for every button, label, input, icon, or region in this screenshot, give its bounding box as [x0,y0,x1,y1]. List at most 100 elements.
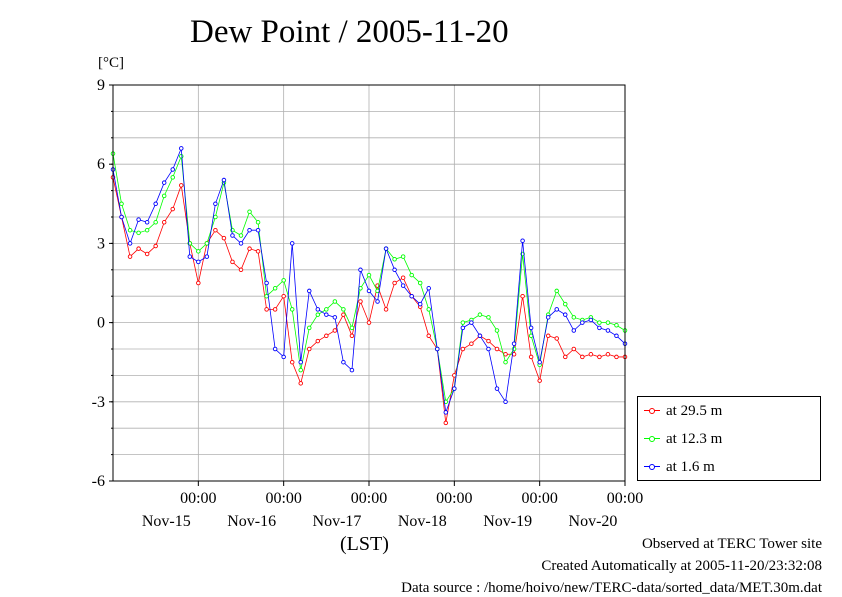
data-point [179,183,184,188]
data-point [332,328,338,333]
data-point [196,259,201,265]
data-point [196,280,201,286]
data-point [588,317,594,323]
data-point [264,280,269,286]
data-point [161,220,167,225]
data-point [341,307,346,312]
data-point [230,233,235,238]
data-point [315,307,321,312]
data-point [511,341,517,346]
data-point [494,386,500,391]
x-tick-date: Nov-19 [483,513,532,530]
data-point [341,312,346,317]
data-point [545,333,551,339]
y-tick-label: 3 [97,235,105,252]
data-point [238,241,244,246]
x-tick-time: 00:00 [265,490,301,507]
data-point [324,307,329,312]
data-point [469,341,474,346]
data-point [136,217,141,222]
data-point [221,177,227,183]
data-point [136,246,141,251]
data-point [383,246,389,251]
grid [113,84,626,482]
data-point [272,307,278,312]
legend-label: at 12.3 m [666,430,723,447]
data-point [503,359,508,365]
data-point [298,359,303,365]
data-point [571,315,577,320]
data-point [255,227,261,233]
data-point [503,352,508,357]
data-point [170,175,175,180]
data-point [605,320,611,325]
data-point [349,325,355,331]
data-point [281,354,286,360]
data-point [392,280,397,286]
x-axis-label: (LST) [340,533,389,555]
data-point [289,241,295,246]
legend-swatch-green [644,434,660,444]
data-point [144,220,150,225]
data-point [264,307,269,312]
data-point [196,249,201,254]
data-point [443,410,449,415]
data-point [614,322,619,328]
data-point [469,320,474,325]
data-point [520,238,525,244]
y-axis: 9 6 3 0 -3 -6 [92,77,113,490]
data-point [477,312,483,317]
y-tick-label: 0 [97,315,105,332]
data-point [179,154,184,159]
y-tick-label: -3 [92,394,105,411]
data-point [554,336,559,341]
x-axis: 00:00 Nov-15 00:00 Nov-16 00:00 Nov-17 00:00 No… [142,481,643,530]
x-tick-date: Nov-20 [569,513,618,530]
data-point [597,354,602,360]
data-point [605,352,611,357]
data-point [247,227,252,233]
data-point [281,293,286,299]
data-point [307,325,312,331]
data-point [358,267,363,273]
data-point [366,288,372,294]
chart-title: Dew Point / 2005-11-20 [190,14,509,50]
y-tick-label: 6 [97,156,105,173]
data-point [563,301,568,307]
data-point [341,359,346,365]
data-point [597,320,602,325]
data-point [127,254,133,259]
legend-item-12-3m: at 12.3 m [644,429,722,449]
data-point [614,354,619,360]
data-point [520,293,525,299]
data-point [179,146,184,151]
data-point [187,254,193,259]
data-point [417,280,423,286]
data-point [588,352,594,357]
data-point [392,256,397,262]
data-point [597,325,602,331]
data-point [554,288,559,294]
data-point [153,220,158,225]
x-tick-time: 00:00 [180,490,216,507]
data-point [426,286,431,291]
y-tick-label: 9 [97,77,105,94]
data-point [426,307,431,312]
x-tick-date: Nov-18 [398,513,447,530]
data-point [349,333,355,339]
data-point [272,286,278,291]
data-point [409,272,414,278]
data-point [289,359,295,365]
data-point [230,259,235,265]
data-point [153,201,158,207]
data-point [503,399,508,405]
data-point [153,243,158,249]
footer-source: Data source : /home/hoivo/new/TERC-data/… [401,580,822,596]
data-point [452,386,457,391]
data-point [409,293,414,299]
data-point [460,346,466,352]
data-point [528,354,534,360]
x-tick-date: Nov-15 [142,513,191,530]
data-point [170,167,175,172]
